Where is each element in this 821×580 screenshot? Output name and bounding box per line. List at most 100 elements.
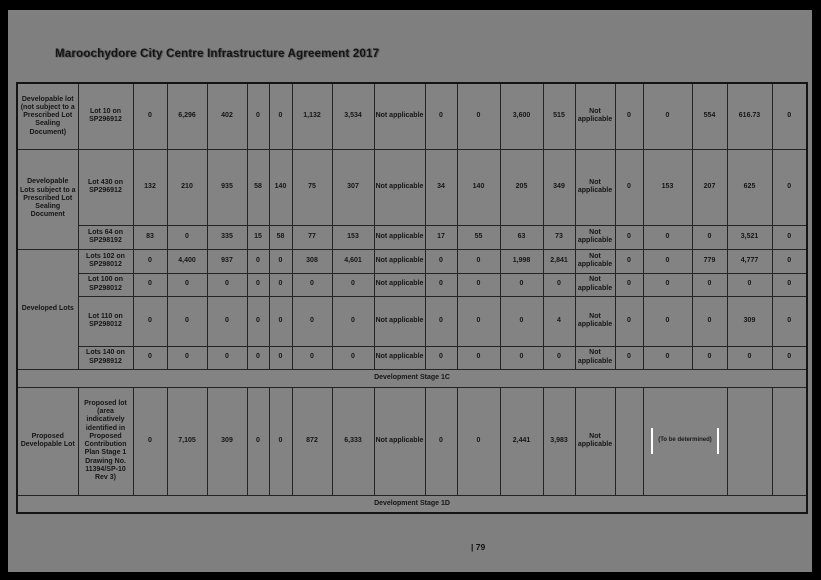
value-cell: 2,441	[499, 386, 544, 496]
not-applicable-cell: Not applicable	[574, 148, 616, 226]
value-cell: 0	[499, 272, 544, 297]
lot-description-cell: Lot 110 on SP298012	[77, 295, 134, 347]
table-row: Lots 140 on SP298912 0 0 0 0 0 0 0 Not applicabl…	[17, 345, 808, 370]
value-cell: 0	[726, 345, 773, 370]
value-cell: 2,841	[542, 248, 576, 274]
not-applicable-cell: Not applicable	[373, 386, 426, 496]
not-applicable-cell: Not applicable	[574, 272, 616, 297]
table-row: Lot 110 on SP298012 0 0 0 0 0 0 0 Not applicable…	[17, 295, 808, 347]
not-applicable-cell: Not applicable	[373, 224, 426, 250]
value-cell: 0	[424, 386, 458, 496]
value-cell: 0	[771, 295, 808, 347]
value-cell: 515	[542, 82, 576, 150]
value-cell: 0	[291, 345, 333, 370]
value-cell: 402	[206, 82, 248, 150]
table-row: Proposed Developable Lot Proposed lot (ar…	[16, 386, 808, 496]
group-label-cell: Developable lot (not subject to a Prescr…	[16, 82, 79, 150]
tbd-cell: (To be determined)	[642, 386, 728, 496]
value-cell: 0	[206, 295, 248, 347]
table-row: Lot 100 on SP298012 0 0 0 0 0 0 0 Not applicable…	[17, 272, 808, 297]
value-cell: 0	[268, 272, 293, 297]
value-cell: 0	[542, 345, 576, 370]
value-cell: 625	[726, 148, 773, 226]
stage-band-row: Development Stage 1C	[16, 368, 808, 388]
value-cell: 0	[542, 272, 576, 297]
value-cell: 335	[206, 224, 248, 250]
value-cell: 73	[542, 224, 576, 250]
value-cell: 0	[132, 295, 168, 347]
lot-description-cell: Lots 64 on SP298192	[77, 224, 134, 250]
value-cell: 140	[268, 148, 293, 226]
value-cell: 0	[456, 345, 501, 370]
value-cell: 0	[132, 248, 168, 274]
value-cell: 3,983	[542, 386, 576, 496]
value-cell: 935	[206, 148, 248, 226]
value-cell: 0	[614, 82, 644, 150]
value-cell: 0	[771, 345, 808, 370]
value-cell: 0	[456, 248, 501, 274]
value-cell: 7,105	[166, 386, 208, 496]
value-cell: 308	[291, 248, 333, 274]
lot-description-cell: Lot 100 on SP298012	[77, 272, 134, 297]
value-cell: 3,600	[499, 82, 544, 150]
not-applicable-cell: Not applicable	[574, 386, 616, 496]
lot-description-cell: Lots 102 on SP298012	[77, 248, 134, 274]
empty-cell	[614, 386, 644, 496]
agreement-table: Developable lot (not subject to a Prescr…	[16, 82, 808, 514]
not-applicable-cell: Not applicable	[373, 82, 426, 150]
value-cell: 0	[771, 82, 808, 150]
not-applicable-cell: Not applicable	[373, 295, 426, 347]
empty-cell	[771, 386, 808, 496]
value-cell: 0	[132, 386, 168, 496]
value-cell: 0	[246, 295, 270, 347]
value-cell: 0	[166, 272, 208, 297]
value-cell: 83	[132, 224, 168, 250]
value-cell: 0	[132, 82, 168, 150]
value-cell: 34	[424, 148, 458, 226]
value-cell: 77	[291, 224, 333, 250]
group-label-cell: Developable Lots subject to a Prescribed…	[16, 148, 79, 250]
table-row: Developed Lots Lots 102 on SP298012 0 4,400…	[16, 248, 808, 370]
empty-cell	[726, 386, 773, 496]
value-cell: 132	[132, 148, 168, 226]
value-cell: 0	[456, 82, 501, 150]
value-cell: 0	[691, 295, 728, 347]
value-cell: 1,998	[499, 248, 544, 274]
value-cell: 0	[424, 248, 458, 274]
table-row: Developable lot (not subject to a Prescr…	[16, 82, 808, 150]
value-cell: 779	[691, 248, 728, 274]
table-body: Developable lot (not subject to a Prescr…	[16, 82, 808, 514]
value-cell: 0	[166, 345, 208, 370]
value-cell: 0	[246, 345, 270, 370]
value-cell: 0	[424, 345, 458, 370]
value-cell: 15	[246, 224, 270, 250]
value-cell: 3,521	[726, 224, 773, 250]
value-cell: 0	[424, 82, 458, 150]
scan-area: Maroochydore City Centre Infrastructure …	[8, 10, 812, 572]
value-cell: 0	[291, 272, 333, 297]
value-cell: 0	[268, 345, 293, 370]
document-page: Maroochydore City Centre Infrastructure …	[8, 10, 812, 572]
value-cell: 0	[691, 345, 728, 370]
value-cell: 616.73	[726, 82, 773, 150]
value-cell: 63	[499, 224, 544, 250]
value-cell: 0	[771, 148, 808, 226]
not-applicable-cell: Not applicable	[373, 148, 426, 226]
value-cell: 937	[206, 248, 248, 274]
value-cell: 58	[246, 148, 270, 226]
value-cell: 0	[771, 224, 808, 250]
lot-description-cell: Lot 430 on SP296912	[77, 148, 134, 226]
value-cell: 0	[246, 386, 270, 496]
not-applicable-cell: Not applicable	[373, 345, 426, 370]
value-cell: 75	[291, 148, 333, 226]
not-applicable-cell: Not applicable	[574, 224, 616, 250]
value-cell: 0	[132, 272, 168, 297]
value-cell: 0	[456, 295, 501, 347]
value-cell: 0	[268, 248, 293, 274]
group-label-cell: Proposed Developable Lot	[16, 386, 79, 496]
value-cell: 554	[691, 82, 728, 150]
value-cell: 0	[499, 345, 544, 370]
value-cell: 6,333	[331, 386, 375, 496]
value-cell: 153	[642, 148, 693, 226]
not-applicable-cell: Not applicable	[574, 345, 616, 370]
